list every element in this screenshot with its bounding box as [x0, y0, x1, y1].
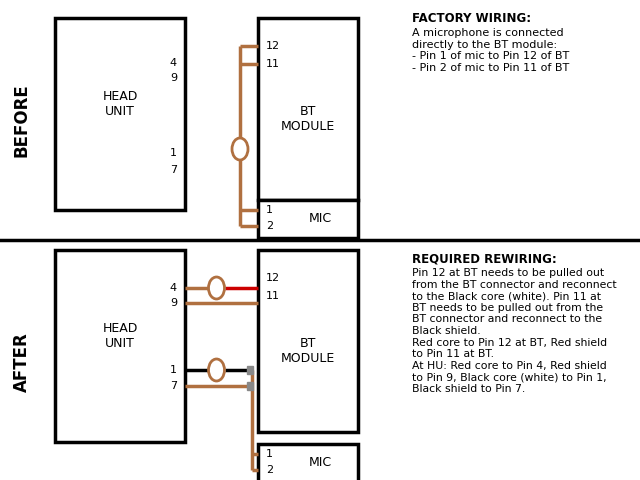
Text: AFTER: AFTER: [13, 332, 31, 392]
Text: HEAD
UNIT: HEAD UNIT: [102, 90, 138, 118]
Text: REQUIRED REWIRING:: REQUIRED REWIRING:: [412, 252, 557, 265]
Text: FACTORY WIRING:: FACTORY WIRING:: [412, 12, 531, 25]
Text: 4: 4: [170, 58, 177, 68]
Bar: [258, 18, 358, 200]
Ellipse shape: [209, 359, 225, 381]
Text: BT
MODULE: BT MODULE: [281, 105, 335, 133]
Text: 2: 2: [266, 465, 273, 475]
Text: 7: 7: [170, 381, 177, 391]
Text: 7: 7: [170, 165, 177, 175]
Ellipse shape: [209, 277, 225, 299]
Bar: [258, 444, 358, 480]
Text: 1: 1: [170, 365, 177, 375]
Text: 11: 11: [266, 59, 280, 69]
Text: BT
MODULE: BT MODULE: [281, 337, 335, 365]
Ellipse shape: [232, 138, 248, 160]
Text: Pin 12 at BT needs to be pulled out
from the BT connector and reconnect
to the B: Pin 12 at BT needs to be pulled out from…: [412, 268, 616, 394]
Bar: [258, 250, 358, 432]
Text: 12: 12: [266, 41, 280, 51]
Bar: [258, 200, 358, 238]
Text: 11: 11: [266, 291, 280, 301]
Bar: [247, 366, 253, 374]
Text: 12: 12: [266, 273, 280, 283]
Text: MIC: MIC: [308, 456, 332, 469]
Text: A microphone is connected
directly to the BT module:
- Pin 1 of mic to Pin 12 of: A microphone is connected directly to th…: [412, 28, 569, 73]
Text: 1: 1: [170, 148, 177, 158]
Bar: [55, 250, 185, 442]
Text: 2: 2: [266, 221, 273, 231]
Text: 1: 1: [266, 205, 273, 215]
Text: 1: 1: [266, 449, 273, 459]
Text: 9: 9: [170, 73, 177, 83]
Bar: [55, 18, 185, 210]
Text: MIC: MIC: [308, 213, 332, 226]
Bar: [247, 382, 253, 390]
Text: 4: 4: [170, 283, 177, 293]
Text: BEFORE: BEFORE: [13, 83, 31, 157]
Text: 9: 9: [170, 298, 177, 308]
Text: HEAD
UNIT: HEAD UNIT: [102, 322, 138, 350]
